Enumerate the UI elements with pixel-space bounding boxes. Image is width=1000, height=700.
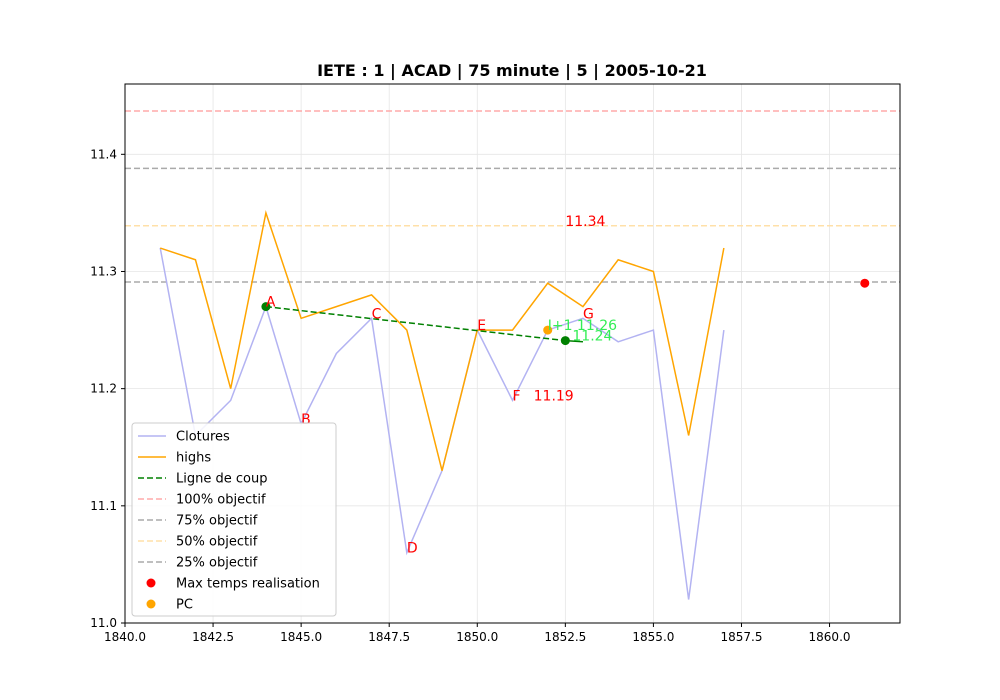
legend-item-3: 100% objectif: [138, 493, 266, 508]
scatter-point-max-temps-realisation: [860, 278, 870, 288]
annotation-6: G: [583, 306, 594, 322]
y-tick-label-0: 11.0: [90, 616, 117, 630]
x-tick-label-2: 1845.0: [280, 630, 322, 644]
annotation-10: 11.24: [572, 329, 612, 345]
series-line-ligne-de-coup: [265, 305, 566, 342]
annotation-7: 11.34: [565, 214, 605, 230]
legend-marker-7: [146, 578, 156, 588]
annotation-2: C: [372, 306, 382, 322]
y-tick-label-2: 11.2: [90, 382, 117, 396]
annotation-9: I+1 11.26: [548, 318, 617, 334]
x-tick-label-6: 1855.0: [632, 630, 674, 644]
x-tick-label-1: 1842.5: [192, 630, 234, 644]
x-tick-label-8: 1860.0: [809, 630, 851, 644]
legend-label-4: 75% objectif: [176, 514, 258, 529]
legend-item-4: 75% objectif: [138, 514, 258, 529]
x-tick-label-4: 1850.0: [456, 630, 498, 644]
x-tick-label-3: 1847.5: [368, 630, 410, 644]
x-tick-label-5: 1852.5: [544, 630, 586, 644]
annotation-3: D: [407, 541, 418, 557]
legend-item-5: 50% objectif: [138, 535, 258, 550]
legend-label-1: highs: [176, 451, 211, 466]
legend-item-2: Ligne de coup: [138, 472, 267, 487]
legend-item-6: 25% objectif: [138, 556, 258, 571]
x-tick-label-7: 1857.5: [720, 630, 762, 644]
y-tick-label-3: 11.3: [90, 264, 117, 278]
ligne-de-coup-point-0: [261, 302, 271, 312]
legend-item-0: Clotures: [138, 430, 230, 445]
annotation-1: B: [301, 412, 311, 428]
legend-label-7: Max temps realisation: [176, 577, 320, 592]
legend-label-2: Ligne de coup: [176, 472, 267, 487]
legend-box: [131, 422, 337, 617]
annotation-8: 11.19: [534, 388, 574, 404]
legend-marker-8: [146, 599, 156, 609]
legend-label-8: PC: [176, 598, 193, 613]
legend: Clotures highs Ligne de coup 100% objectif 7…: [131, 422, 337, 617]
legend-item-1: highs: [138, 451, 211, 466]
ligne-de-coup-point-1: [560, 336, 570, 346]
legend-label-0: Clotures: [176, 430, 230, 445]
y-tick-label-4: 11.4: [90, 147, 117, 161]
legend-label-5: 50% objectif: [176, 535, 258, 550]
legend-item-7: Max temps realisation: [146, 577, 320, 592]
legend-label-6: 25% objectif: [176, 556, 258, 571]
annotation-5: F: [513, 388, 521, 404]
chart-title: IETE : 1 | ACAD | 75 minute | 5 | 2005-1…: [317, 61, 707, 81]
annotation-0: A: [266, 295, 276, 311]
y-tick-label-1: 11.1: [90, 499, 117, 513]
scatter-point-pc: [543, 325, 553, 335]
legend-item-8: PC: [146, 598, 193, 613]
axes-frame: [124, 83, 901, 624]
x-tick-label-0: 1840.0: [104, 630, 146, 644]
annotation-4: E: [477, 318, 486, 334]
series-line-highs: [159, 209, 725, 471]
legend-label-3: 100% objectif: [176, 493, 266, 508]
